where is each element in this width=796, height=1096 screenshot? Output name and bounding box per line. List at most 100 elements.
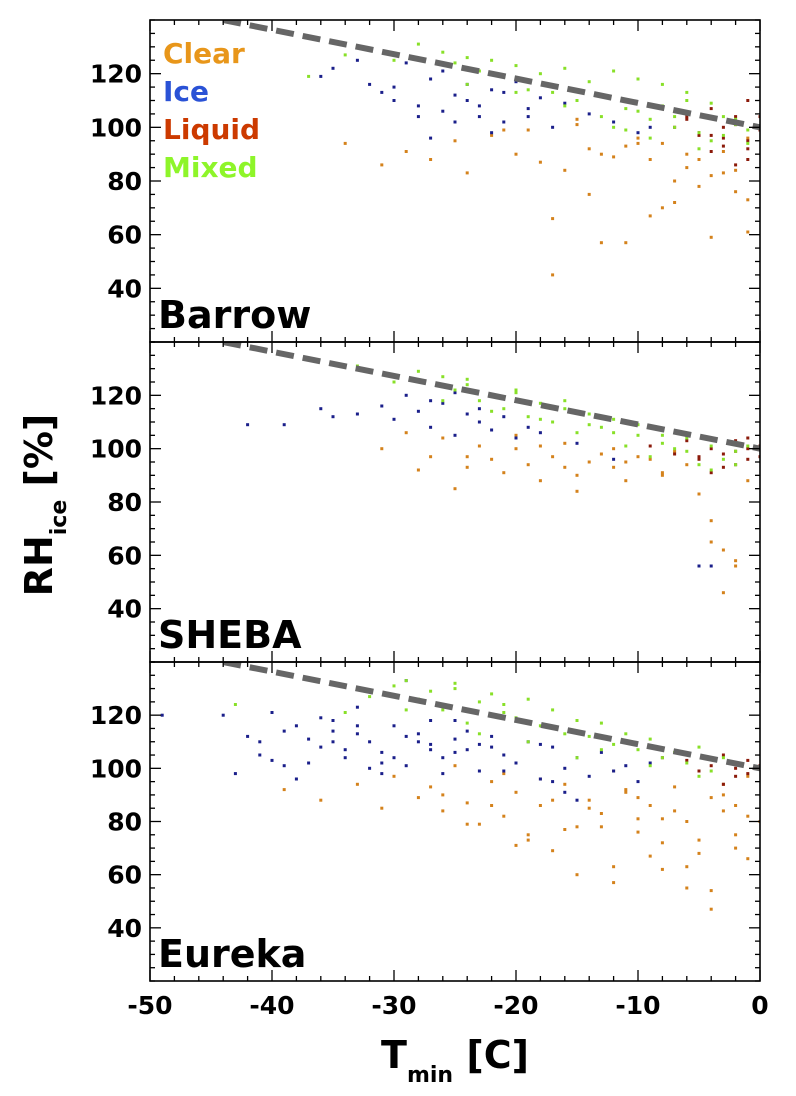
data-point (416, 115, 420, 119)
x-tick-label: -30 (371, 991, 416, 1020)
data-point (429, 785, 433, 789)
data-point (514, 436, 518, 440)
data-point (721, 548, 725, 552)
data-point (697, 851, 701, 855)
data-point (380, 163, 384, 167)
data-point (380, 761, 384, 765)
data-point (490, 131, 494, 135)
data-point (624, 788, 628, 792)
data-point (514, 433, 518, 437)
x-tick-label: 0 (751, 991, 768, 1020)
data-point (355, 58, 359, 62)
data-point (392, 380, 396, 384)
data-point (612, 865, 616, 869)
data-point (490, 745, 494, 749)
data-point (526, 107, 530, 111)
series-ice (319, 58, 652, 140)
data-point (685, 90, 689, 94)
data-point (599, 425, 603, 429)
data-point (673, 115, 677, 119)
data-point (514, 90, 518, 94)
scatter-points (160, 662, 760, 911)
data-point (721, 133, 725, 137)
data-point (697, 769, 701, 773)
data-point (307, 737, 311, 741)
data-point (673, 449, 677, 453)
data-point (709, 889, 713, 893)
data-point (538, 401, 542, 405)
data-point (599, 825, 603, 829)
data-point (429, 77, 433, 81)
data-point (514, 64, 518, 68)
data-point (477, 769, 481, 773)
data-point (721, 756, 725, 760)
data-point (490, 58, 494, 62)
data-point (526, 88, 530, 92)
data-point (331, 740, 335, 744)
data-point (380, 90, 384, 94)
data-point (429, 689, 433, 693)
data-point (648, 455, 652, 459)
data-point (697, 131, 701, 135)
series-ice (246, 391, 713, 568)
data-point (551, 849, 555, 853)
data-point (746, 147, 750, 151)
data-point (551, 273, 555, 277)
data-point (538, 479, 542, 483)
data-point (514, 152, 518, 156)
data-point (612, 881, 616, 885)
reference-line (222, 662, 760, 772)
data-point (551, 217, 555, 221)
data-point (746, 444, 750, 448)
data-point (477, 399, 481, 403)
data-point (477, 407, 481, 411)
data-point (636, 817, 640, 821)
data-point (697, 147, 701, 151)
data-point (490, 457, 494, 461)
y-tick-label: 120 (90, 701, 142, 730)
data-point (477, 700, 481, 704)
data-point (526, 463, 530, 467)
x-tick-label: -40 (249, 991, 294, 1020)
data-point (392, 774, 396, 778)
x-tick-label: -20 (493, 991, 538, 1020)
data-point (660, 473, 664, 477)
data-point (673, 809, 677, 813)
data-point (673, 179, 677, 183)
data-point (502, 753, 506, 757)
data-point (441, 809, 445, 813)
data-point (416, 42, 420, 46)
data-point (685, 449, 689, 453)
data-point (636, 455, 640, 459)
data-point (721, 144, 725, 148)
data-point (648, 457, 652, 461)
y-tick-label: 60 (107, 541, 142, 570)
data-point (441, 401, 445, 405)
data-point (538, 417, 542, 421)
data-point (380, 404, 384, 408)
data-point (697, 133, 701, 137)
data-point (746, 457, 750, 461)
data-point (636, 136, 640, 140)
data-point (660, 841, 664, 845)
data-point (587, 806, 591, 810)
y-axis-title: RHice [%] (17, 414, 72, 597)
data-point (721, 782, 725, 786)
data-point (721, 452, 725, 456)
data-point (734, 168, 738, 172)
data-point (551, 780, 555, 784)
data-point (563, 732, 567, 736)
data-point (416, 104, 420, 108)
data-point (441, 756, 445, 760)
data-point (587, 192, 591, 196)
data-point (734, 117, 738, 121)
data-point (673, 447, 677, 451)
data-point (648, 804, 652, 807)
data-point (551, 745, 555, 749)
data-point (441, 69, 445, 73)
data-point (429, 425, 433, 429)
data-point (648, 136, 652, 140)
data-point (441, 793, 445, 797)
data-point (355, 705, 359, 709)
data-point (660, 433, 664, 437)
